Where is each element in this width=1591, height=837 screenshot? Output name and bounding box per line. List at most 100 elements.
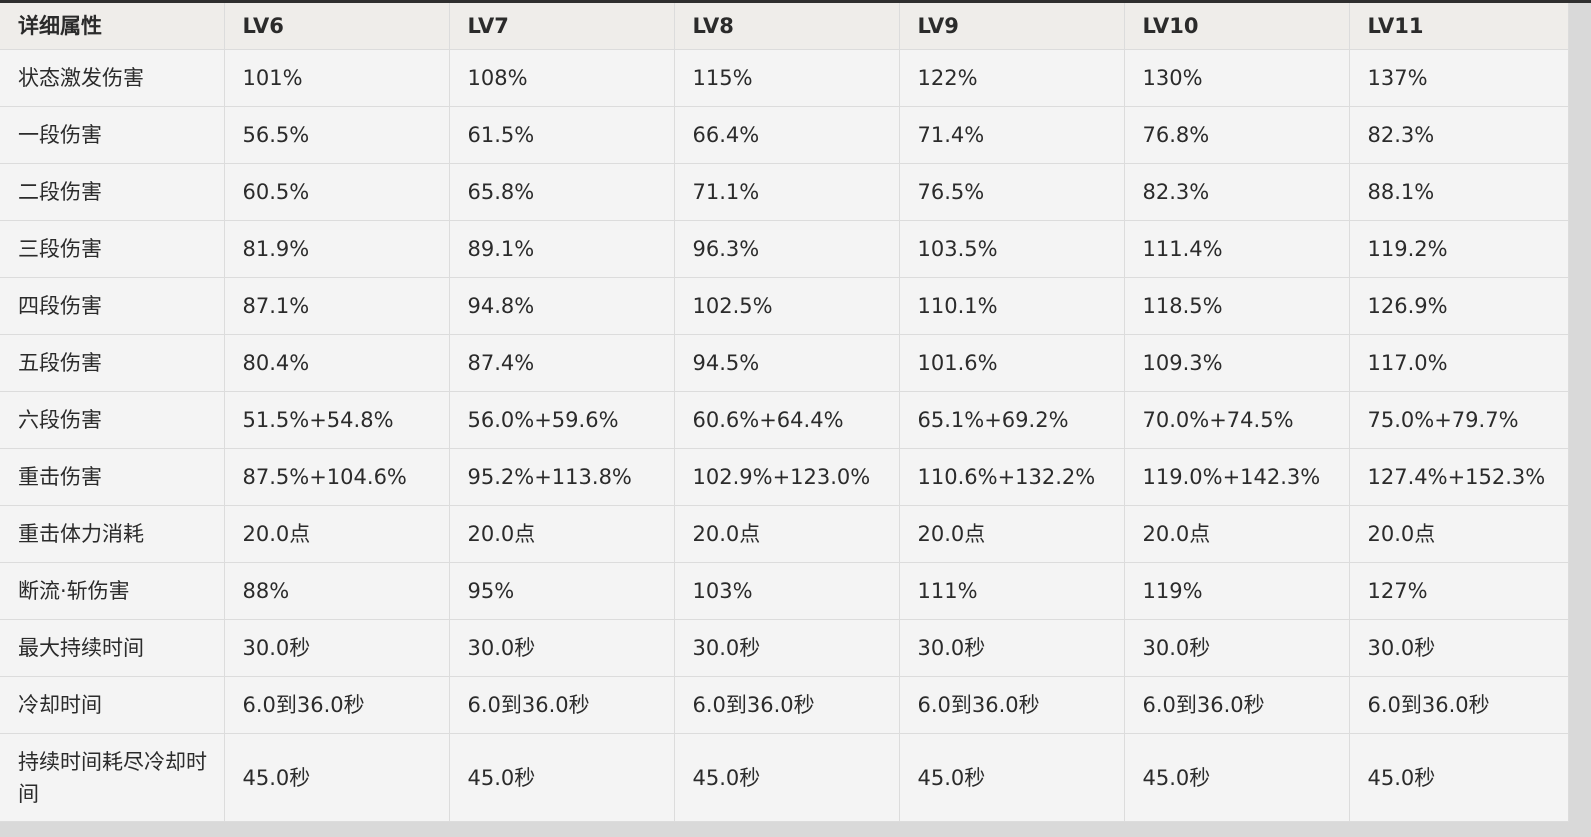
table-row: 五段伤害 80.4% 87.4% 94.5% 101.6% 109.3% 117.0% — [0, 334, 1569, 392]
table-row: 冷却时间 6.0到36.0秒 6.0到36.0秒 6.0到36.0秒 6.0到36.0秒… — [0, 676, 1569, 734]
table-body: 状态激发伤害 101% 108% 115% 122% 130% 137% 一段伤害 56.5% 6… — [0, 49, 1569, 822]
header-level: LV7 — [449, 3, 675, 50]
attribute-value: 20.0点 — [449, 505, 675, 563]
attribute-value: 20.0点 — [224, 505, 450, 563]
attribute-value: 127.4%+152.3% — [1349, 448, 1569, 506]
attribute-value: 87.5%+104.6% — [224, 448, 450, 506]
attribute-label: 断流·斩伤害 — [0, 562, 225, 620]
table-row: 重击体力消耗 20.0点 20.0点 20.0点 20.0点 20.0点 20.0点 — [0, 505, 1569, 563]
attribute-value: 71.1% — [674, 163, 900, 221]
attribute-value: 6.0到36.0秒 — [899, 676, 1125, 734]
attribute-label: 最大持续时间 — [0, 619, 225, 677]
attribute-label: 二段伤害 — [0, 163, 225, 221]
attribute-value: 94.8% — [449, 277, 675, 335]
attribute-value: 6.0到36.0秒 — [1124, 676, 1350, 734]
attribute-value: 117.0% — [1349, 334, 1569, 392]
table-row: 三段伤害 81.9% 89.1% 96.3% 103.5% 111.4% 119.2% — [0, 220, 1569, 278]
attribute-value: 80.4% — [224, 334, 450, 392]
header-level: LV9 — [899, 3, 1125, 50]
attribute-label: 持续时间耗尽冷却时间 — [0, 733, 225, 822]
table-row: 六段伤害 51.5%+54.8% 56.0%+59.6% 60.6%+64.4% 65.… — [0, 391, 1569, 449]
attribute-label: 状态激发伤害 — [0, 49, 225, 107]
attribute-value: 111.4% — [1124, 220, 1350, 278]
right-gutter — [1568, 3, 1591, 837]
table-row: 重击伤害 87.5%+104.6% 95.2%+113.8% 102.9%+123.0… — [0, 448, 1569, 506]
attribute-value: 95% — [449, 562, 675, 620]
table-row: 二段伤害 60.5% 65.8% 71.1% 76.5% 82.3% 88.1% — [0, 163, 1569, 221]
attribute-value: 70.0%+74.5% — [1124, 391, 1350, 449]
attribute-value: 56.0%+59.6% — [449, 391, 675, 449]
attribute-value: 56.5% — [224, 106, 450, 164]
attribute-label: 重击体力消耗 — [0, 505, 225, 563]
attribute-value: 102.9%+123.0% — [674, 448, 900, 506]
attribute-value: 110.1% — [899, 277, 1125, 335]
attribute-value: 109.3% — [1124, 334, 1350, 392]
attribute-value: 45.0秒 — [674, 733, 900, 822]
attribute-value: 87.4% — [449, 334, 675, 392]
attribute-value: 76.8% — [1124, 106, 1350, 164]
attribute-value: 6.0到36.0秒 — [449, 676, 675, 734]
attribute-value: 101.6% — [899, 334, 1125, 392]
attribute-value: 115% — [674, 49, 900, 107]
attribute-value: 130% — [1124, 49, 1350, 107]
attribute-value: 30.0秒 — [1349, 619, 1569, 677]
attribute-value: 6.0到36.0秒 — [674, 676, 900, 734]
attribute-value: 76.5% — [899, 163, 1125, 221]
header-level: LV8 — [674, 3, 900, 50]
attribute-value: 6.0到36.0秒 — [224, 676, 450, 734]
table-row: 一段伤害 56.5% 61.5% 66.4% 71.4% 76.8% 82.3% — [0, 106, 1569, 164]
attribute-label: 五段伤害 — [0, 334, 225, 392]
attribute-value: 88.1% — [1349, 163, 1569, 221]
attribute-value: 119.2% — [1349, 220, 1569, 278]
attribute-label: 三段伤害 — [0, 220, 225, 278]
attribute-value: 118.5% — [1124, 277, 1350, 335]
attribute-value: 66.4% — [674, 106, 900, 164]
attribute-value: 126.9% — [1349, 277, 1569, 335]
attribute-value: 30.0秒 — [899, 619, 1125, 677]
attribute-value: 119% — [1124, 562, 1350, 620]
attribute-value: 119.0%+142.3% — [1124, 448, 1350, 506]
attribute-value: 95.2%+113.8% — [449, 448, 675, 506]
table-row: 四段伤害 87.1% 94.8% 102.5% 110.1% 118.5% 126.9% — [0, 277, 1569, 335]
attribute-value: 111% — [899, 562, 1125, 620]
attribute-value: 65.8% — [449, 163, 675, 221]
attribute-value: 30.0秒 — [449, 619, 675, 677]
attribute-value: 45.0秒 — [899, 733, 1125, 822]
attribute-value: 122% — [899, 49, 1125, 107]
header-row: 详细属性 LV6 LV7 LV8 LV9 LV10 LV11 — [0, 3, 1569, 50]
attribute-value: 102.5% — [674, 277, 900, 335]
attribute-value: 51.5%+54.8% — [224, 391, 450, 449]
attribute-value: 45.0秒 — [224, 733, 450, 822]
attribute-value: 61.5% — [449, 106, 675, 164]
attribute-value: 127% — [1349, 562, 1569, 620]
attribute-value: 20.0点 — [1124, 505, 1350, 563]
attribute-value: 96.3% — [674, 220, 900, 278]
attribute-value: 6.0到36.0秒 — [1349, 676, 1569, 734]
attribute-value: 137% — [1349, 49, 1569, 107]
attribute-value: 60.5% — [224, 163, 450, 221]
table-row: 最大持续时间 30.0秒 30.0秒 30.0秒 30.0秒 30.0秒 30.0秒 — [0, 619, 1569, 677]
attribute-value: 20.0点 — [674, 505, 900, 563]
attribute-value: 45.0秒 — [1349, 733, 1569, 822]
attribute-value: 71.4% — [899, 106, 1125, 164]
attribute-value: 45.0秒 — [449, 733, 675, 822]
attribute-value: 60.6%+64.4% — [674, 391, 900, 449]
attribute-value: 88% — [224, 562, 450, 620]
table-row: 持续时间耗尽冷却时间 45.0秒 45.0秒 45.0秒 45.0秒 45.0秒 45.0秒 — [0, 733, 1569, 822]
attribute-label: 一段伤害 — [0, 106, 225, 164]
header-level: LV11 — [1349, 3, 1569, 50]
attribute-value: 82.3% — [1124, 163, 1350, 221]
attribute-value: 65.1%+69.2% — [899, 391, 1125, 449]
attribute-value: 30.0秒 — [674, 619, 900, 677]
table-row: 状态激发伤害 101% 108% 115% 122% 130% 137% — [0, 49, 1569, 107]
attribute-value: 87.1% — [224, 277, 450, 335]
table-header: 详细属性 LV6 LV7 LV8 LV9 LV10 LV11 — [0, 3, 1569, 50]
attribute-label: 四段伤害 — [0, 277, 225, 335]
attribute-label: 重击伤害 — [0, 448, 225, 506]
attribute-value: 82.3% — [1349, 106, 1569, 164]
header-level: LV6 — [224, 3, 450, 50]
attribute-value: 89.1% — [449, 220, 675, 278]
skill-attribute-table: 详细属性 LV6 LV7 LV8 LV9 LV10 LV11 状态激发伤害 101% 108% 1… — [0, 3, 1569, 822]
attribute-value: 20.0点 — [1349, 505, 1569, 563]
